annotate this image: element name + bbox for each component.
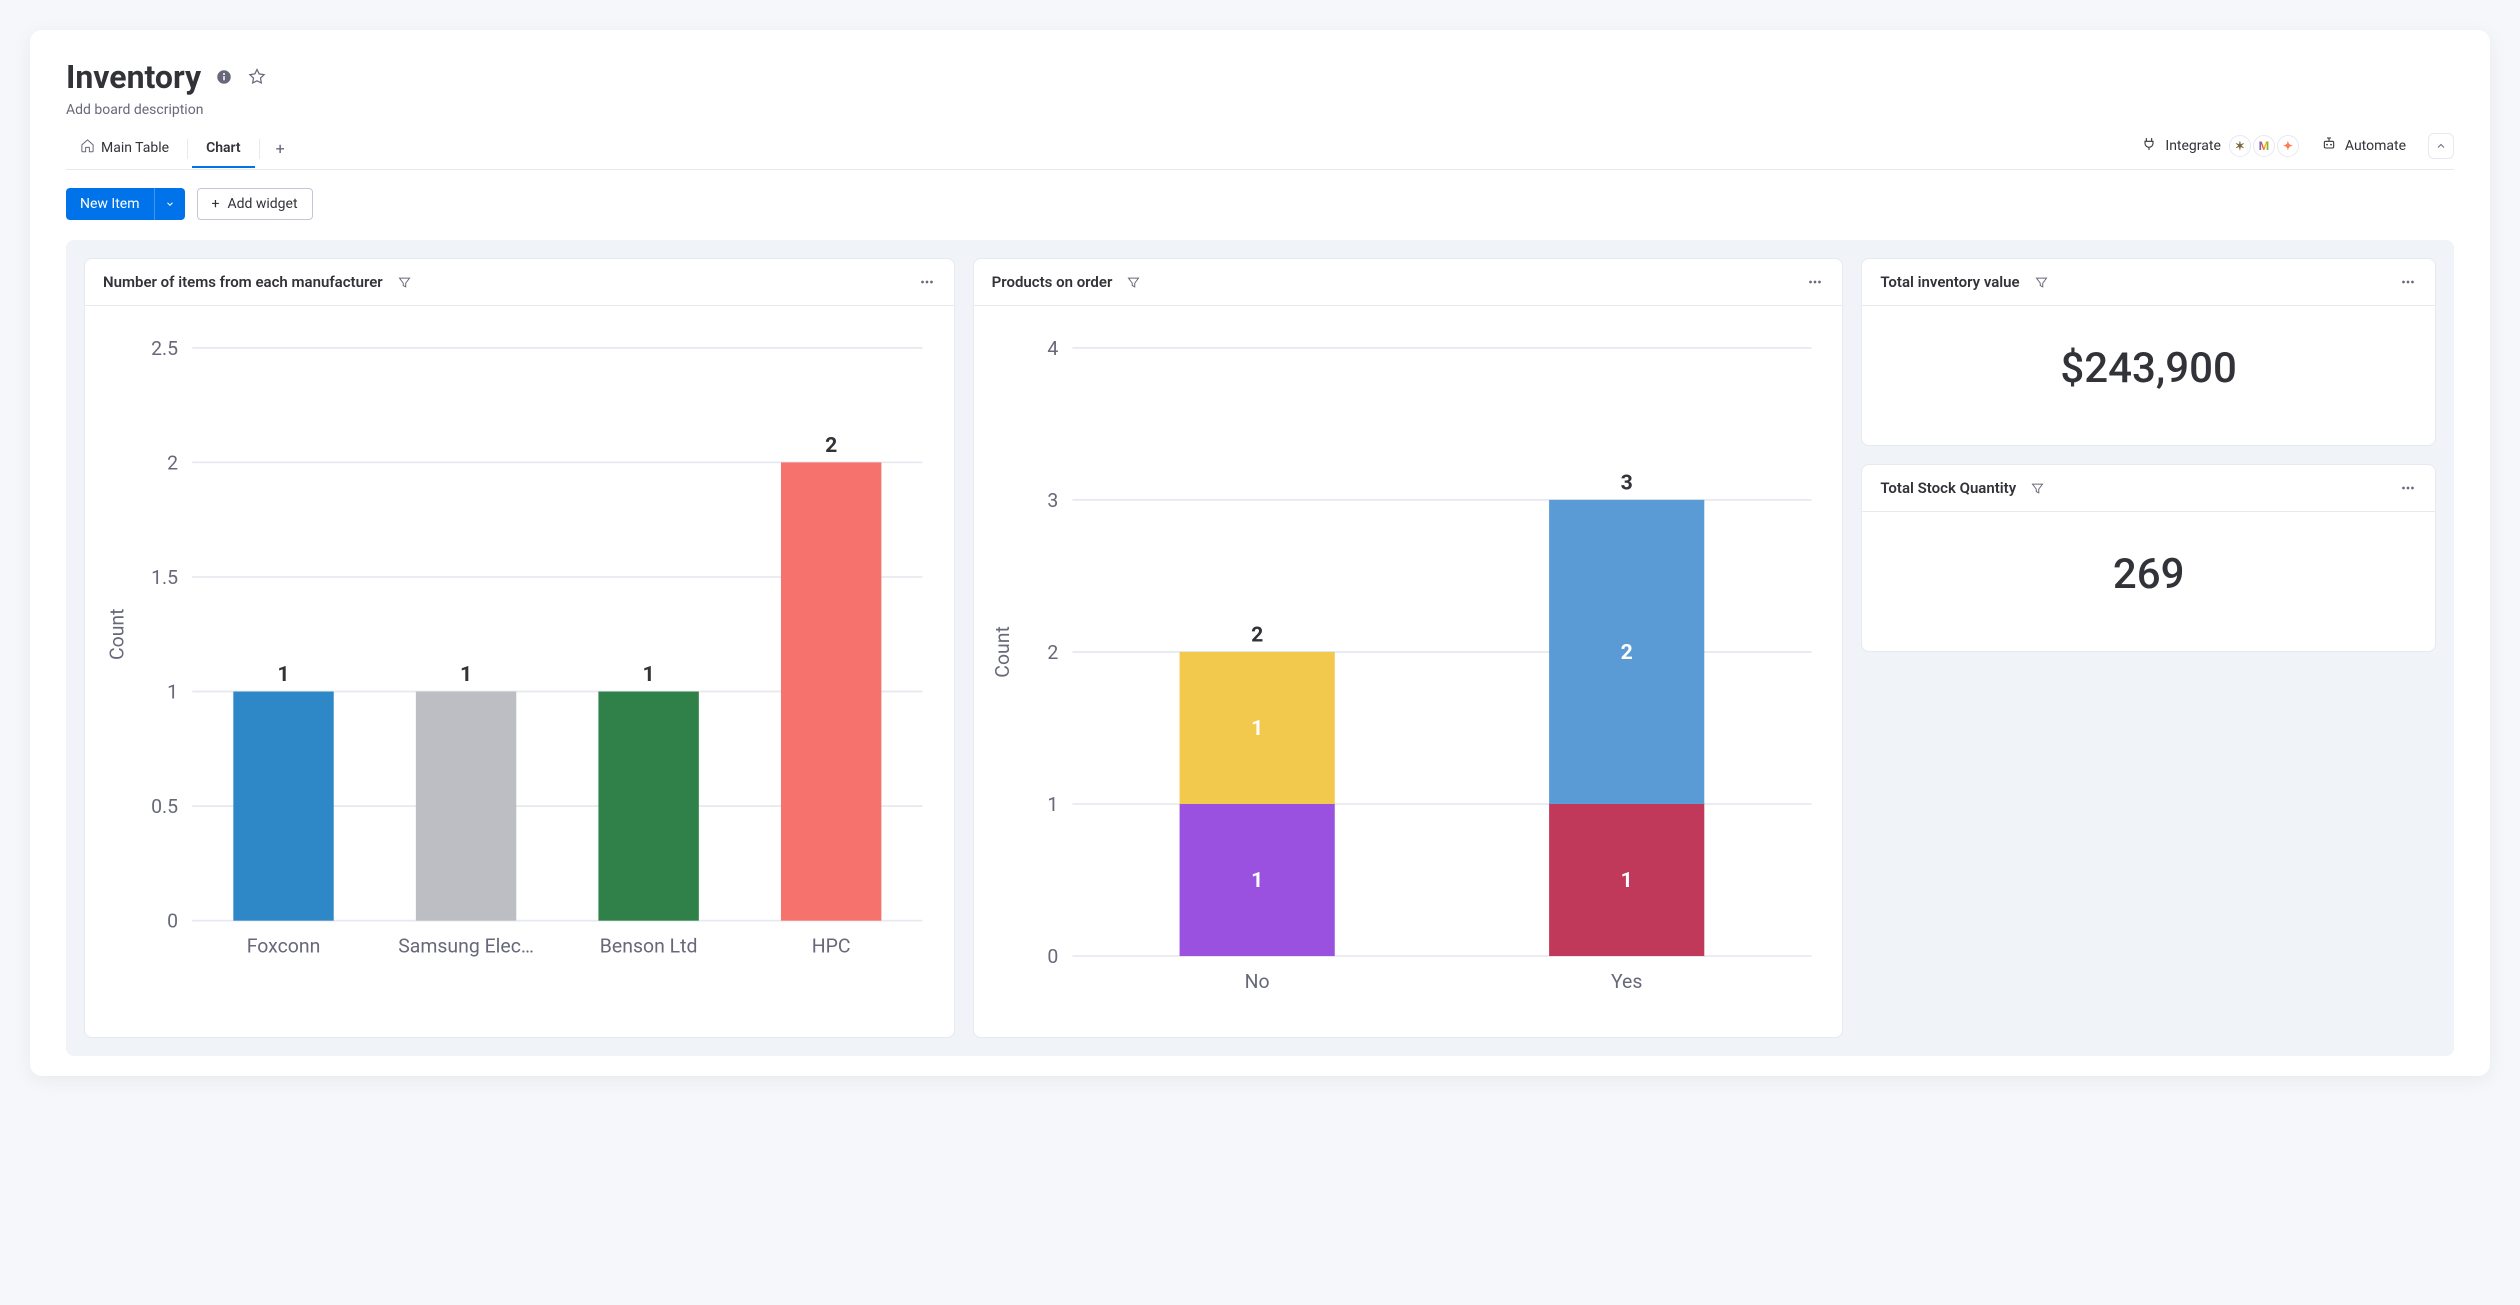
chart1-svg: 0 0.5 1 1.5 2 2.5 Count 1 Foxconn 1 Samsung Elec… 1… <box>95 316 944 988</box>
svg-text:3: 3 <box>1047 489 1058 512</box>
board-description[interactable]: Add board description <box>66 102 2454 118</box>
widget-header: Total Stock Quantity <box>1862 465 2435 512</box>
svg-text:1: 1 <box>1047 793 1058 816</box>
home-icon <box>80 138 95 157</box>
svg-text:Yes: Yes <box>1611 970 1642 993</box>
info-icon[interactable] <box>215 68 233 86</box>
widget-title-group: Number of items from each manufacturer <box>103 273 412 291</box>
widget-title-group: Products on order <box>992 273 1142 291</box>
new-item-dropdown[interactable] <box>154 188 185 220</box>
filter-icon[interactable] <box>1126 275 1141 290</box>
widget-header: Total inventory value <box>1862 259 2435 306</box>
widget-header: Products on order <box>974 259 1843 306</box>
tabs-row: Main Table Chart + Integrate ✶ M ✦ <box>66 128 2454 170</box>
plug-icon <box>2141 136 2157 156</box>
kpi-value: 269 <box>1862 512 2435 651</box>
filter-icon[interactable] <box>2034 275 2049 290</box>
tab-label: Main Table <box>101 140 169 156</box>
more-icon[interactable] <box>1806 273 1824 291</box>
new-item-button-group: New Item <box>66 188 185 220</box>
svg-text:2: 2 <box>1251 622 1263 647</box>
tab-chart[interactable]: Chart <box>192 130 255 168</box>
tabs-left: Main Table Chart + <box>66 128 297 169</box>
widget-manufacturer-chart: Number of items from each manufacturer 0… <box>84 258 955 1038</box>
board-header: Inventory <box>66 58 2454 96</box>
kpi-column: Total inventory value $243,900 Total Sto… <box>1861 258 2436 1038</box>
automate-label: Automate <box>2345 138 2406 154</box>
mailchimp-icon: ✶ <box>2229 135 2251 157</box>
widget-total-inventory-value: Total inventory value $243,900 <box>1861 258 2436 446</box>
svg-text:1: 1 <box>460 662 472 687</box>
svg-text:Benson Ltd: Benson Ltd <box>600 934 698 957</box>
svg-text:HPC: HPC <box>812 934 851 957</box>
chart2-svg: 0 1 2 3 4 Count 1 1 2 No 1 2 3 Yes <box>984 316 1833 1023</box>
svg-text:1: 1 <box>277 662 289 687</box>
svg-text:No: No <box>1244 970 1269 993</box>
tab-divider <box>259 139 260 159</box>
integration-icons: ✶ M ✦ <box>2229 135 2299 157</box>
svg-text:1: 1 <box>643 662 655 687</box>
svg-text:1: 1 <box>1251 716 1263 741</box>
svg-text:Samsung Elec…: Samsung Elec… <box>398 934 534 957</box>
filter-icon[interactable] <box>397 275 412 290</box>
board-container: Inventory Add board description Main Tab… <box>30 30 2490 1076</box>
svg-text:0.5: 0.5 <box>151 795 178 818</box>
robot-icon <box>2321 136 2337 156</box>
svg-text:2: 2 <box>1047 641 1058 664</box>
gmail-icon: M <box>2253 135 2275 157</box>
widget-title: Total Stock Quantity <box>1880 479 2016 497</box>
more-icon[interactable] <box>2399 273 2417 291</box>
svg-text:2: 2 <box>167 451 178 474</box>
widget-title: Number of items from each manufacturer <box>103 273 383 291</box>
widget-products-on-order: Products on order 0 1 2 3 4 Count 1 1 2 No 1 2 3 Yes <box>973 258 1844 1038</box>
svg-text:3: 3 <box>1620 470 1632 495</box>
integrate-button[interactable]: Integrate ✶ M ✦ <box>2141 135 2299 157</box>
widget-total-stock-quantity: Total Stock Quantity 269 <box>1861 464 2436 652</box>
dashboard-area: Number of items from each manufacturer 0… <box>66 240 2454 1056</box>
widget-title: Products on order <box>992 273 1113 291</box>
svg-text:1: 1 <box>167 681 178 704</box>
svg-text:Count: Count <box>105 608 128 660</box>
automate-button[interactable]: Automate <box>2321 136 2406 156</box>
svg-text:2: 2 <box>825 433 837 458</box>
add-widget-label: Add widget <box>227 196 297 212</box>
svg-text:1: 1 <box>1620 868 1632 893</box>
widget-title-group: Total Stock Quantity <box>1880 479 2045 497</box>
more-icon[interactable] <box>918 273 936 291</box>
widget-header: Number of items from each manufacturer <box>85 259 954 306</box>
kpi-value: $243,900 <box>1862 306 2435 445</box>
svg-text:0: 0 <box>167 910 178 933</box>
integrate-label: Integrate <box>2165 138 2221 154</box>
star-icon[interactable] <box>247 67 267 87</box>
svg-text:2: 2 <box>1620 640 1632 665</box>
add-widget-button[interactable]: + Add widget <box>197 188 313 220</box>
add-tab-button[interactable]: + <box>264 129 297 168</box>
widget-title: Total inventory value <box>1880 273 2019 291</box>
hubspot-icon: ✦ <box>2277 135 2299 157</box>
svg-text:Foxconn: Foxconn <box>247 934 321 957</box>
tab-main-table[interactable]: Main Table <box>66 128 183 169</box>
svg-text:1: 1 <box>1251 868 1263 893</box>
new-item-button[interactable]: New Item <box>66 188 154 220</box>
plus-icon: + <box>212 196 220 212</box>
svg-text:4: 4 <box>1047 337 1058 360</box>
svg-text:0: 0 <box>1047 945 1058 968</box>
more-icon[interactable] <box>2399 479 2417 497</box>
tabs-right: Integrate ✶ M ✦ Automate <box>2141 133 2454 165</box>
filter-icon[interactable] <box>2030 481 2045 496</box>
toolbar: New Item + Add widget <box>66 188 2454 220</box>
widget-body: 0 1 2 3 4 Count 1 1 2 No 1 2 3 Yes <box>974 306 1843 1037</box>
collapse-button[interactable] <box>2428 133 2454 159</box>
tab-divider <box>187 139 188 159</box>
widget-title-group: Total inventory value <box>1880 273 2048 291</box>
widget-body: 0 0.5 1 1.5 2 2.5 Count 1 Foxconn 1 Samsung Elec… 1… <box>85 306 954 1002</box>
board-title: Inventory <box>66 58 201 96</box>
tab-label: Chart <box>206 140 241 156</box>
svg-text:1.5: 1.5 <box>151 566 178 589</box>
svg-text:Count: Count <box>990 626 1013 678</box>
svg-text:2.5: 2.5 <box>151 337 178 360</box>
